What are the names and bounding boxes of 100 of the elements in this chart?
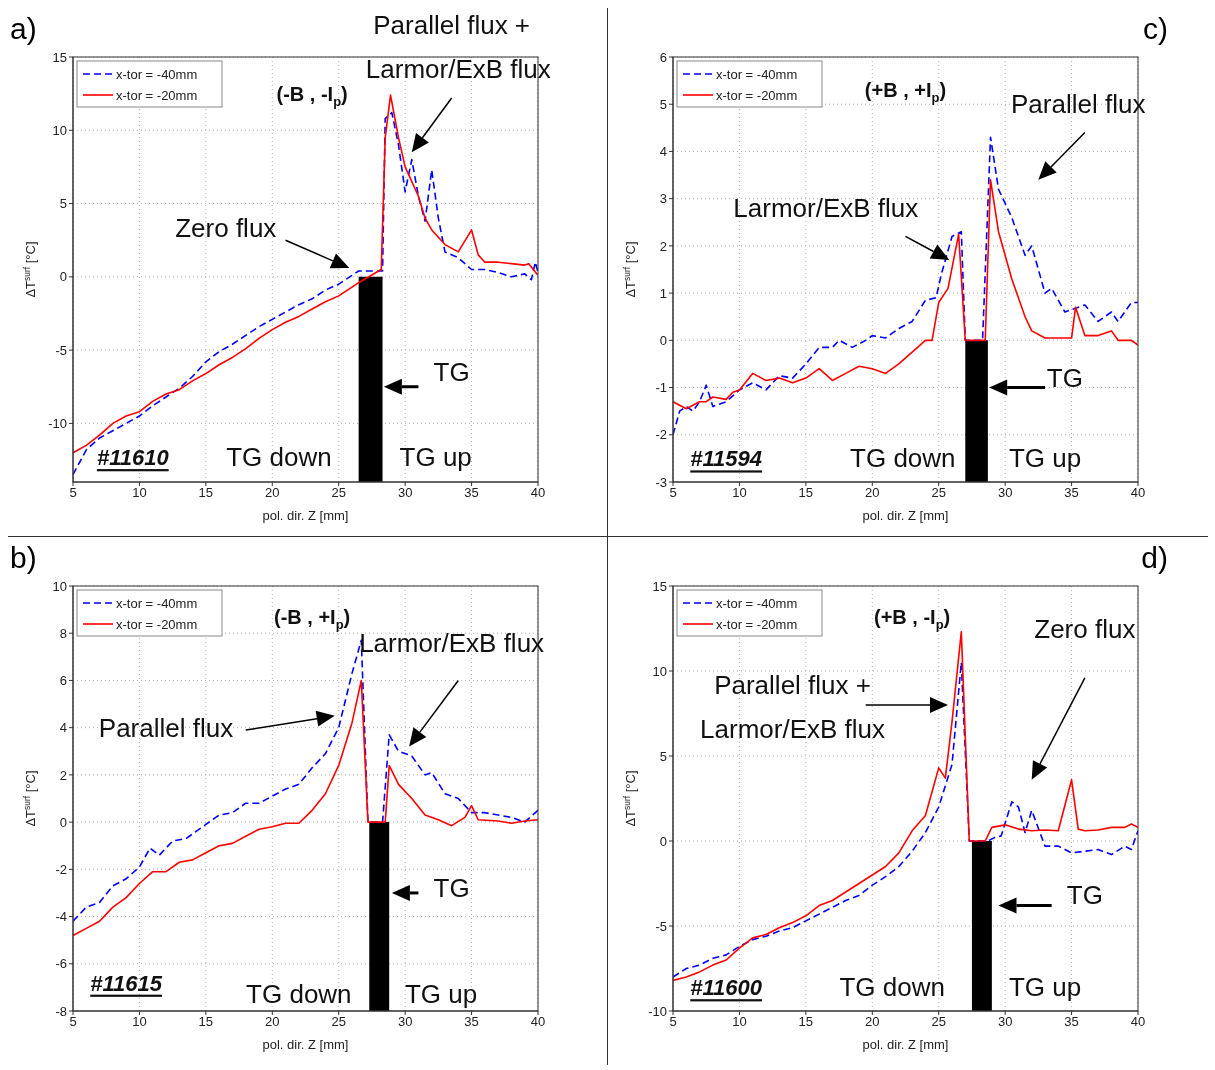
annotation: Larmor/ExB flux [733, 193, 919, 224]
legend-label: x-tor = -40mm [716, 67, 798, 82]
legend-label: x-tor = -20mm [116, 617, 198, 632]
x-tick-label: 25 [331, 1014, 346, 1030]
annotation: (-B , -I$_{p}$) [276, 82, 348, 109]
y-tick-label: 10 [52, 122, 67, 138]
text: Parallel flux + [373, 9, 531, 40]
annotation: (-B , +I$_{p}$) [273, 605, 351, 632]
annotation: Parallel flux [1011, 89, 1146, 120]
y-tick-label: -10 [48, 415, 67, 431]
chart-title: c) [1143, 12, 1168, 46]
x-tick-label: 10 [132, 485, 147, 501]
y-tick-label: 0 [659, 332, 667, 348]
y-tick-label: 4 [659, 144, 667, 160]
y-tick-label: 10 [652, 663, 667, 679]
x-tick-label: 30 [997, 1014, 1013, 1030]
annotation: Larmor/ExB flux [365, 53, 551, 84]
annotation: Larmor/ExB flux [359, 627, 545, 658]
legend-label: x-tor = -40mm [716, 596, 798, 611]
x-axis-title: pol. dir. Z [mm] [262, 1037, 349, 1052]
y-tick-label: 5 [59, 196, 67, 212]
y-tick-label: 6 [659, 49, 667, 65]
x-tick-label: 5 [69, 485, 77, 501]
annotation: TG [1046, 363, 1083, 394]
y-tick-label: -4 [55, 909, 67, 925]
chart-title: a) [10, 12, 37, 46]
y-tick-label: 0 [659, 833, 667, 849]
x-tick-label: 5 [669, 1014, 677, 1030]
x-tick-label: 30 [397, 1014, 413, 1030]
x-tick-label: 40 [1130, 1014, 1146, 1030]
annotation: TG up [1008, 443, 1082, 474]
x-tick-label: 20 [865, 485, 880, 501]
y-tick-label: -2 [55, 861, 67, 877]
x-tick-label: 30 [997, 485, 1013, 501]
y-tick-label: -1 [655, 380, 667, 396]
x-tick-label: 35 [1064, 1014, 1079, 1030]
annotation: TG down [839, 972, 945, 1003]
annotation: TG [433, 357, 470, 388]
y-tick-label: -3 [655, 474, 667, 490]
x-tick-label: 35 [464, 1014, 479, 1030]
legend-label: x-tor = -20mm [716, 617, 798, 632]
annotation: TG down [850, 443, 956, 474]
y-tick-label: 4 [59, 720, 67, 736]
annotation: #11615 [90, 970, 163, 996]
y-tick-label: 15 [652, 578, 667, 594]
annotation: Parallel flux + [714, 669, 871, 700]
annotation: #11594 [690, 445, 763, 471]
x-tick-label: 30 [397, 485, 413, 501]
y-tick-label: 6 [59, 673, 67, 689]
annotation: TG down [226, 442, 332, 473]
annotation: TG [1066, 880, 1103, 911]
annotation: #11610 [96, 444, 170, 470]
y-tick-label: 2 [59, 767, 67, 783]
y-tick-label: 1 [659, 285, 667, 301]
annotation: TG up [1008, 972, 1082, 1003]
x-axis-title: pol. dir. Z [mm] [862, 508, 949, 523]
x-tick-label: 15 [798, 485, 814, 501]
y-tick-label: 10 [52, 578, 67, 594]
annotation: TG down [246, 979, 352, 1010]
y-tick-label: -5 [655, 918, 667, 934]
y-tick-label: 0 [59, 269, 67, 285]
x-tick-label: 40 [530, 485, 546, 501]
chart-title: d) [1141, 541, 1168, 575]
annotation: Parallel flux [98, 712, 234, 743]
x-axis-title: pol. dir. Z [mm] [262, 508, 349, 523]
y-tick-label: 3 [659, 191, 667, 207]
x-tick-label: 40 [1130, 485, 1146, 501]
x-tick-label: 25 [931, 1014, 946, 1030]
y-tick-label: 8 [59, 625, 67, 641]
x-axis-title: pol. dir. Z [mm] [862, 1037, 949, 1052]
x-tick-label: 40 [530, 1014, 546, 1030]
y-tick-label: 2 [659, 238, 667, 254]
annotation: Zero flux [175, 213, 277, 244]
x-tick-label: 5 [669, 485, 677, 501]
legend-label: x-tor = -40mm [116, 596, 198, 611]
y-tick-label: 5 [659, 748, 667, 764]
annotation: (+B , +I$_{p}$) [864, 79, 947, 106]
y-tick-label: -8 [55, 1003, 67, 1019]
annotation: TG [433, 873, 470, 904]
y-tick-label: -6 [55, 956, 67, 972]
x-tick-label: 10 [732, 485, 747, 501]
chart-title: b) [10, 541, 37, 575]
x-tick-label: 35 [464, 485, 479, 501]
y-tick-label: -10 [648, 1003, 667, 1019]
y-tick-label: -5 [55, 342, 67, 358]
x-tick-label: 35 [1064, 485, 1079, 501]
x-tick-label: 20 [265, 485, 280, 501]
annotation: #11600 [690, 974, 763, 1000]
y-tick-label: -2 [655, 427, 667, 443]
y-tick-label: 5 [659, 96, 667, 112]
annotation: Zero flux [1034, 613, 1136, 644]
x-tick-label: 25 [931, 485, 946, 501]
annotation: (+B , -I$_{p}$) [873, 605, 951, 632]
x-tick-label: 10 [132, 1014, 147, 1030]
x-tick-label: 5 [69, 1014, 77, 1030]
annotation: TG up [404, 979, 478, 1010]
x-tick-label: 25 [331, 485, 346, 501]
annotation: TG up [399, 442, 472, 473]
x-tick-label: 15 [198, 485, 214, 501]
x-tick-label: 20 [865, 1014, 880, 1030]
